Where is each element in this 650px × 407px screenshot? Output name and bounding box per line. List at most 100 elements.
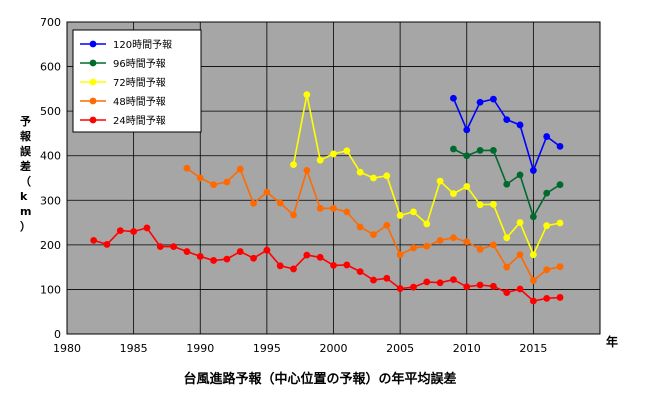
data-point: [556, 219, 564, 227]
data-point: [476, 245, 484, 253]
data-point: [343, 147, 351, 155]
legend-swatch-marker: [89, 97, 97, 105]
data-point: [330, 204, 337, 212]
data-point: [316, 253, 324, 261]
data-point: [183, 248, 191, 255]
legend-item: 72時間予報: [80, 77, 166, 89]
data-point: [503, 289, 511, 296]
data-point: [516, 251, 524, 259]
x-tick-label: 2015: [519, 342, 547, 355]
data-point: [370, 276, 377, 284]
legend-label: 96時間予報: [113, 58, 166, 70]
legend-swatch-marker: [89, 59, 97, 67]
legend-item: 120時間予報: [80, 39, 172, 51]
data-point: [210, 181, 217, 189]
data-point: [343, 208, 351, 216]
data-point: [516, 285, 524, 293]
y-tick-label: 700: [40, 16, 61, 29]
data-point: [196, 253, 204, 260]
data-point: [503, 116, 511, 124]
data-point: [503, 234, 511, 242]
data-point: [236, 248, 244, 255]
data-point: [450, 145, 457, 153]
data-point: [356, 168, 364, 176]
legend-label: 48時間予報: [113, 96, 166, 108]
data-point: [490, 200, 497, 208]
data-point: [423, 242, 431, 250]
data-point: [250, 200, 257, 207]
legend-swatch-marker: [89, 40, 97, 48]
legend-swatch-marker: [89, 78, 97, 86]
x-axis-ticks: 1980 1985 1990 1995 2000 2005 2010 2015: [53, 342, 547, 355]
data-point: [463, 183, 471, 190]
data-point: [490, 282, 497, 290]
data-point: [276, 199, 284, 207]
data-point: [503, 263, 511, 271]
data-point: [436, 279, 444, 287]
y-axis-ticks: 0 100 200 300 400 500 600 700: [40, 16, 61, 341]
data-point: [543, 266, 551, 274]
data-point: [290, 211, 297, 219]
data-point: [529, 167, 537, 174]
data-point: [476, 281, 484, 289]
data-point: [383, 221, 391, 229]
data-point: [516, 121, 524, 129]
data-point: [516, 219, 524, 226]
x-tick-label: 1995: [253, 342, 281, 355]
data-point: [529, 251, 537, 259]
legend-label: 24時間予報: [113, 115, 166, 127]
data-point: [463, 238, 471, 246]
x-tick-label: 1985: [120, 342, 148, 355]
legend-label: 120時間予報: [113, 39, 172, 51]
data-point: [490, 95, 497, 103]
data-point: [450, 190, 457, 198]
y-tick-label: 500: [40, 105, 61, 118]
y-tick-label: 0: [54, 328, 61, 341]
data-point: [276, 262, 284, 270]
chart-title: 台風進路予報（中心位置の予報）の年平均誤差: [183, 371, 456, 387]
data-point: [223, 178, 231, 186]
series-3: [183, 164, 564, 284]
data-point: [90, 237, 98, 244]
data-point: [463, 283, 471, 291]
data-point: [543, 189, 551, 197]
data-point: [529, 297, 537, 305]
data-point: [303, 91, 311, 99]
data-point: [223, 255, 231, 263]
data-point: [356, 268, 364, 275]
data-point: [130, 228, 138, 235]
x-tick-label: 2010: [453, 342, 481, 355]
data-point: [263, 246, 271, 254]
data-point: [183, 164, 191, 172]
series-1: [450, 145, 564, 221]
legend-item: 96時間予報: [80, 58, 166, 70]
data-point: [410, 283, 417, 291]
data-point: [543, 133, 551, 140]
data-point: [423, 220, 431, 228]
data-point: [463, 152, 471, 160]
data-point: [343, 261, 351, 269]
data-point: [370, 231, 377, 239]
data-point: [476, 98, 484, 106]
data-point: [463, 126, 471, 134]
series-lines: [90, 91, 564, 305]
data-point: [543, 222, 551, 230]
series-2: [290, 91, 564, 259]
data-point: [303, 167, 311, 174]
data-point: [236, 165, 244, 173]
data-point: [103, 241, 111, 248]
data-point: [436, 237, 444, 244]
data-point: [529, 213, 537, 221]
data-point: [410, 244, 417, 252]
data-point: [356, 223, 364, 231]
data-point: [450, 276, 457, 284]
legend: 120時間予報 96時間予報 72時間予報 48時間予報 24時間予報: [72, 29, 202, 133]
data-point: [196, 174, 204, 182]
data-point: [556, 181, 564, 189]
y-tick-label: 200: [40, 239, 61, 252]
data-point: [383, 274, 391, 282]
data-point: [290, 265, 297, 273]
data-point: [250, 254, 257, 262]
